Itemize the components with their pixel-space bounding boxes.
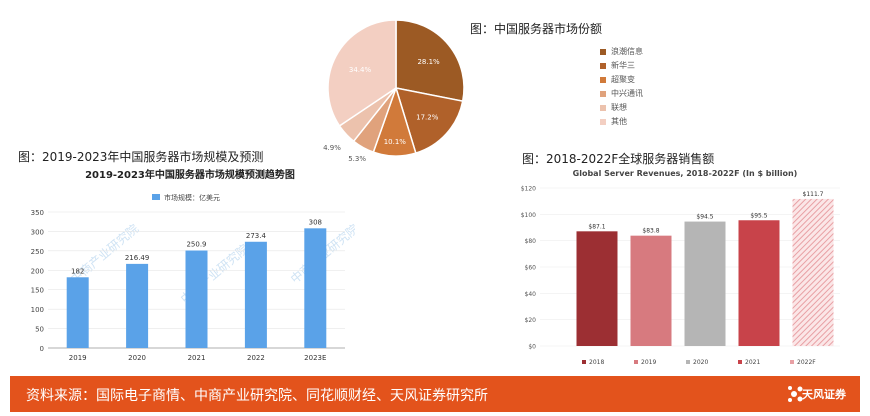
bar-value-label: 273.4 (246, 232, 267, 240)
bar (792, 198, 834, 346)
legend-label: 2022F (797, 359, 816, 366)
legend-label: 中兴通讯 (611, 89, 643, 98)
pie-legend-item: 中兴通讯 (600, 88, 643, 99)
chart-title: Global Server Revenues, 2018-2022F (In $… (573, 169, 798, 178)
bar (126, 263, 149, 348)
global-server-bar-chart: Global Server Revenues, 2018-2022F (In $… (521, 169, 840, 366)
pie-slice-label: 5.3% (348, 155, 366, 163)
pie-legend-item: 浪潮信息 (600, 46, 643, 57)
bar-value-label: 182 (71, 267, 84, 275)
bar-value-label: $94.5 (696, 214, 713, 221)
pie-heading: 图：中国服务器市场份额 (470, 22, 603, 36)
legend-swatch (152, 194, 160, 200)
bar (66, 277, 89, 348)
pie-slice-label: 4.9% (323, 144, 341, 152)
legend-swatch (600, 118, 606, 125)
bar-value-label: $111.7 (803, 191, 824, 198)
bar (684, 221, 726, 346)
bar (576, 231, 618, 346)
source-text: 资料来源：国际电子商情、中商产业研究院、同花顺财经、天风证券研究所 (26, 388, 488, 404)
bar (304, 228, 327, 348)
pie-slice (394, 87, 464, 154)
legend-swatch (600, 76, 606, 83)
bar (630, 235, 672, 346)
y-tick-label: 350 (31, 209, 44, 217)
legend-label: 浪潮信息 (611, 47, 643, 56)
pie-legend-item: 超聚变 (600, 74, 635, 85)
y-tick-label: 0 (40, 345, 44, 353)
y-tick-label: $80 (525, 238, 537, 245)
legend-swatch (738, 360, 742, 364)
source-footer: 资料来源：国际电子商情、中商产业研究院、同花顺财经、天风证券研究所 天风证券 (10, 376, 860, 412)
legend-label: 2021 (745, 359, 760, 366)
y-tick-label: $0 (528, 344, 536, 351)
y-tick-label: $100 (521, 212, 536, 219)
pie-slice-label: 10.1% (384, 138, 407, 146)
legend-swatch (600, 62, 606, 69)
legend-label: 2019 (641, 359, 656, 366)
legend-swatch (600, 48, 606, 55)
legend-swatch (600, 104, 606, 111)
bar-value-label: 308 (309, 218, 322, 226)
bar-value-label: 250.9 (186, 241, 206, 249)
x-tick-label: 2021 (188, 354, 206, 362)
legend-label: 2020 (693, 359, 708, 366)
legend-swatch (634, 360, 638, 364)
legend-swatch (790, 360, 794, 364)
y-tick-label: 200 (31, 267, 44, 275)
y-tick-label: $20 (525, 317, 537, 324)
china-server-bar-chart: 中商产业研究院中商产业研究院中商产业研究院2019-2023年中国服务器市场规模… (31, 168, 355, 362)
y-tick-label: $60 (525, 265, 537, 272)
legend-label: 超聚变 (611, 75, 635, 84)
left-chart-heading: 图：2019-2023年中国服务器市场规模及预测 (18, 150, 264, 164)
pie-slice-label: 34.4% (349, 66, 372, 74)
y-tick-label: $40 (525, 291, 537, 298)
legend-swatch (686, 360, 690, 364)
legend-label: 联想 (611, 103, 627, 112)
x-tick-label: 2022 (247, 354, 265, 362)
pie-slice-label: 28.1% (417, 58, 440, 66)
y-tick-label: $120 (521, 186, 536, 193)
tianfeng-logo-icon (788, 386, 803, 402)
pie-slice (395, 19, 465, 103)
legend-label: 新华三 (611, 61, 635, 70)
bar (244, 241, 267, 348)
x-tick-label: 2023E (304, 354, 326, 362)
pie-slice-label: 17.2% (416, 113, 439, 121)
pie-chart: 28.1% 17.2% 10.1% 5.3% 4.9% 34.4% (323, 19, 465, 163)
legend-swatch (582, 360, 586, 364)
x-tick-label: 2020 (128, 354, 146, 362)
bar-value-label: $87.1 (588, 223, 605, 230)
y-tick-label: 150 (31, 287, 44, 295)
bar-value-label: $83.8 (642, 228, 659, 235)
legend-label: 其他 (611, 117, 627, 126)
bar (738, 220, 780, 346)
pie-legend-item: 其他 (600, 116, 627, 127)
pie-legend-item: 新华三 (600, 60, 635, 71)
pie-legend: 浪潮信息新华三超聚变中兴通讯联想其他 (600, 46, 720, 136)
y-tick-label: 50 (35, 326, 44, 334)
brand-name: 天风证券 (802, 388, 846, 401)
pie-slice (327, 19, 397, 127)
legend-swatch (600, 90, 606, 97)
chart-title: 2019-2023年中国服务器市场规模预测趋势图 (85, 168, 295, 181)
bar-value-label: 216.49 (125, 254, 150, 262)
y-tick-label: 300 (31, 228, 44, 236)
pie-legend-item: 联想 (600, 102, 627, 113)
right-chart-heading: 图：2018-2022F全球服务器销售额 (522, 152, 715, 166)
y-tick-label: 250 (31, 248, 44, 256)
bar (185, 250, 208, 348)
x-tick-label: 2019 (69, 354, 87, 362)
y-tick-label: 100 (31, 306, 44, 314)
bar-value-label: $95.5 (750, 212, 767, 219)
legend-label: 市场规模：亿美元 (164, 193, 220, 202)
legend-label: 2018 (589, 359, 604, 366)
